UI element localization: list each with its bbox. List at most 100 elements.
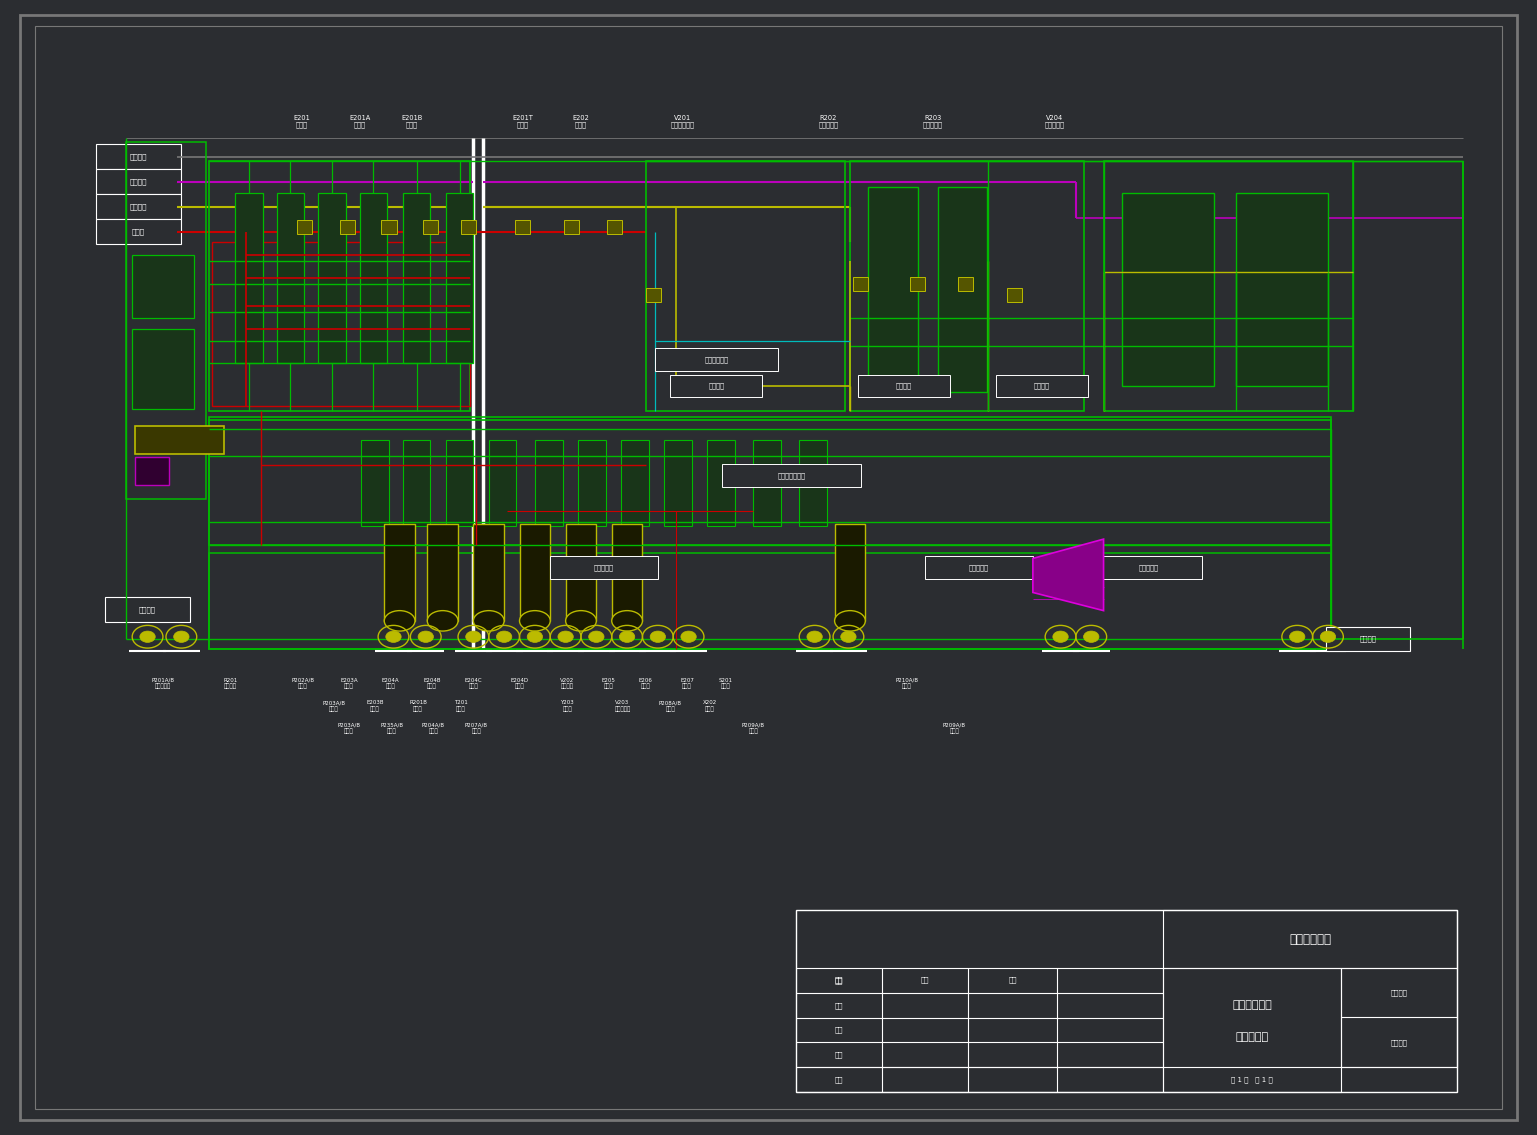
- Bar: [564, 220, 579, 234]
- Text: E201
过滤器: E201 过滤器: [294, 115, 309, 128]
- Text: 设计项目: 设计项目: [1391, 990, 1408, 997]
- Bar: [132, 329, 194, 409]
- Ellipse shape: [473, 611, 504, 631]
- Text: E202
冷凝器: E202 冷凝器: [573, 115, 589, 128]
- Text: Y203
结晶器: Y203 结晶器: [561, 700, 573, 712]
- Circle shape: [807, 631, 822, 642]
- Text: 氯化钠溶液储罐: 氯化钠溶液储罐: [778, 472, 805, 479]
- Bar: [95, 194, 181, 219]
- Bar: [209, 553, 1331, 649]
- Bar: [461, 220, 476, 234]
- Circle shape: [140, 631, 155, 642]
- Circle shape: [558, 631, 573, 642]
- Bar: [799, 440, 827, 526]
- Text: 氯化钠产品: 氯化钠产品: [593, 564, 615, 571]
- Bar: [958, 277, 973, 291]
- Text: E206
气化器: E206 气化器: [638, 678, 653, 689]
- Bar: [796, 910, 1457, 1092]
- Bar: [515, 220, 530, 234]
- Bar: [910, 277, 925, 291]
- Text: V201
浓缩海水储罐: V201 浓缩海水储罐: [670, 115, 695, 128]
- Text: P209A/B
出料泵: P209A/B 出料泵: [742, 723, 764, 734]
- Bar: [126, 142, 206, 499]
- Text: E201T
蝓发器: E201T 蝓发器: [512, 115, 533, 128]
- Bar: [850, 161, 1084, 411]
- Bar: [423, 220, 438, 234]
- Polygon shape: [1033, 539, 1104, 611]
- Text: 海水综合利用: 海水综合利用: [1233, 1000, 1273, 1010]
- Bar: [361, 440, 389, 526]
- Circle shape: [496, 631, 512, 642]
- Bar: [607, 220, 622, 234]
- Bar: [135, 457, 169, 485]
- Bar: [835, 524, 865, 621]
- Bar: [403, 193, 430, 363]
- Bar: [318, 193, 346, 363]
- Text: E201A
蝓发器: E201A 蝓发器: [349, 115, 370, 128]
- Bar: [566, 524, 596, 621]
- Bar: [925, 556, 1033, 579]
- Text: E204D
气化器: E204D 气化器: [510, 678, 529, 689]
- Text: P209A/B
出料泵: P209A/B 出料泵: [944, 723, 965, 734]
- Text: R203
氢型离子柱: R203 氢型离子柱: [922, 115, 944, 128]
- Text: X202
结晶器: X202 结晶器: [702, 700, 718, 712]
- Circle shape: [1290, 631, 1305, 642]
- Text: 工艺流程图: 工艺流程图: [1236, 1033, 1268, 1042]
- Text: 淡水储罐: 淡水储罐: [709, 382, 724, 389]
- Bar: [384, 524, 415, 621]
- Bar: [1164, 968, 1342, 1092]
- Bar: [655, 348, 778, 371]
- Circle shape: [418, 631, 433, 642]
- Bar: [277, 193, 304, 363]
- Ellipse shape: [427, 611, 458, 631]
- Text: P202A/B
过滤泵: P202A/B 过滤泵: [292, 678, 314, 689]
- Circle shape: [174, 631, 189, 642]
- Text: 盐田卤水: 盐田卤水: [129, 203, 148, 210]
- Bar: [360, 193, 387, 363]
- Bar: [1094, 556, 1202, 579]
- Text: 日期: 日期: [1008, 977, 1017, 984]
- Ellipse shape: [520, 611, 550, 631]
- Text: E203A
蝓发器: E203A 蝓发器: [340, 678, 358, 689]
- Bar: [858, 375, 950, 397]
- Bar: [209, 420, 1331, 545]
- Ellipse shape: [835, 611, 865, 631]
- Ellipse shape: [612, 611, 642, 631]
- Text: 饱和卤水: 饱和卤水: [129, 178, 148, 185]
- Bar: [996, 375, 1088, 397]
- Bar: [1104, 161, 1353, 411]
- Circle shape: [650, 631, 666, 642]
- Text: P201A/B
海水进料泵: P201A/B 海水进料泵: [152, 678, 174, 689]
- Bar: [135, 426, 224, 454]
- Bar: [235, 193, 263, 363]
- Text: V203
氯化纳储罐: V203 氯化纳储罐: [615, 700, 630, 712]
- Text: 设计阶段: 设计阶段: [1391, 1040, 1408, 1046]
- Text: 第 1 张   共 1 张: 第 1 张 共 1 张: [1231, 1076, 1273, 1083]
- Text: P203A/B
进料泵: P203A/B 进料泵: [323, 700, 344, 712]
- Bar: [550, 556, 658, 579]
- Text: 淡水产品: 淡水产品: [896, 382, 911, 389]
- Text: R201
净化系统: R201 净化系统: [223, 678, 238, 689]
- Circle shape: [1053, 631, 1068, 642]
- Bar: [446, 193, 473, 363]
- Circle shape: [1320, 631, 1336, 642]
- Text: 生蔭汽: 生蔭汽: [132, 228, 144, 235]
- Bar: [105, 597, 191, 622]
- Bar: [664, 440, 692, 526]
- Text: 海水综合利用: 海水综合利用: [1290, 933, 1331, 945]
- Bar: [612, 524, 642, 621]
- Circle shape: [527, 631, 543, 642]
- Text: P208A/B
进料泵: P208A/B 进料泵: [659, 700, 681, 712]
- Bar: [209, 161, 470, 411]
- Text: 废水回收: 废水回收: [1359, 636, 1377, 642]
- Text: 海水进料: 海水进料: [129, 153, 148, 160]
- Text: 签字: 签字: [921, 977, 930, 984]
- Bar: [446, 440, 473, 526]
- Text: E203B
蝓发器: E203B 蝓发器: [366, 700, 384, 712]
- Circle shape: [589, 631, 604, 642]
- Bar: [1164, 910, 1457, 968]
- Bar: [753, 440, 781, 526]
- Text: 审核: 审核: [835, 1052, 844, 1058]
- Bar: [621, 440, 649, 526]
- Text: E204A
气化器: E204A 气化器: [381, 678, 400, 689]
